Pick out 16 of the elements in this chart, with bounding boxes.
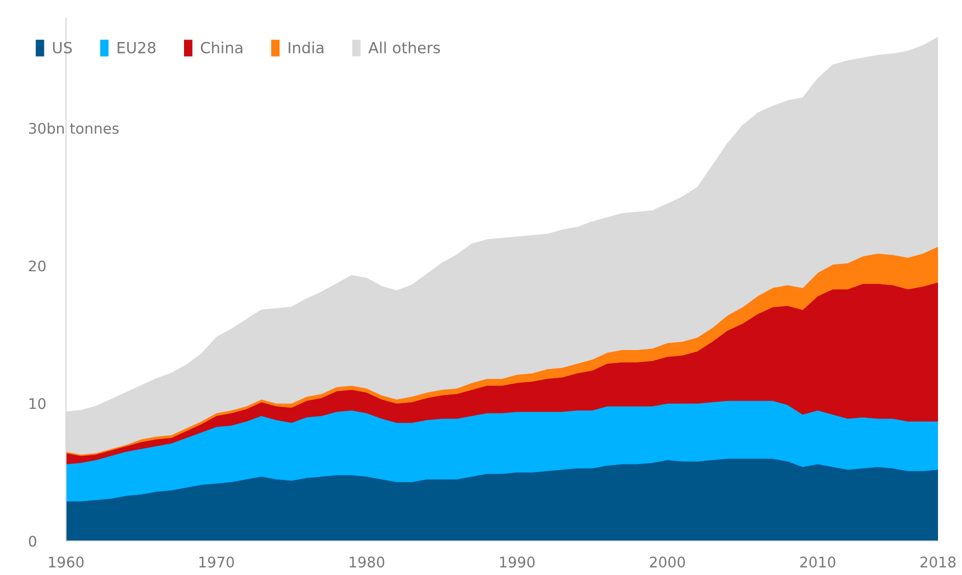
x-tick-label: 1960: [49, 556, 84, 568]
legend-label: EU28: [118, 42, 156, 54]
x-tick-label: 2018: [920, 556, 956, 568]
legend-label: India: [288, 42, 324, 54]
legend-label: All others: [368, 42, 440, 54]
legend-label: US: [53, 42, 72, 54]
x-tick-label: 1990: [500, 556, 535, 568]
x-tick-label: 2000: [650, 556, 685, 568]
legend-label: China: [200, 42, 242, 54]
y-tick-label: 0: [28, 536, 36, 547]
x-tick-label: 1980: [350, 556, 384, 568]
x-tick-label: 2010: [800, 556, 836, 568]
x-tick-label: 1970: [199, 556, 234, 568]
y-tick-label: 20: [29, 260, 46, 272]
y-tick-label: 10: [30, 398, 46, 410]
y-tick-label: 30bn tonnes: [29, 122, 119, 134]
